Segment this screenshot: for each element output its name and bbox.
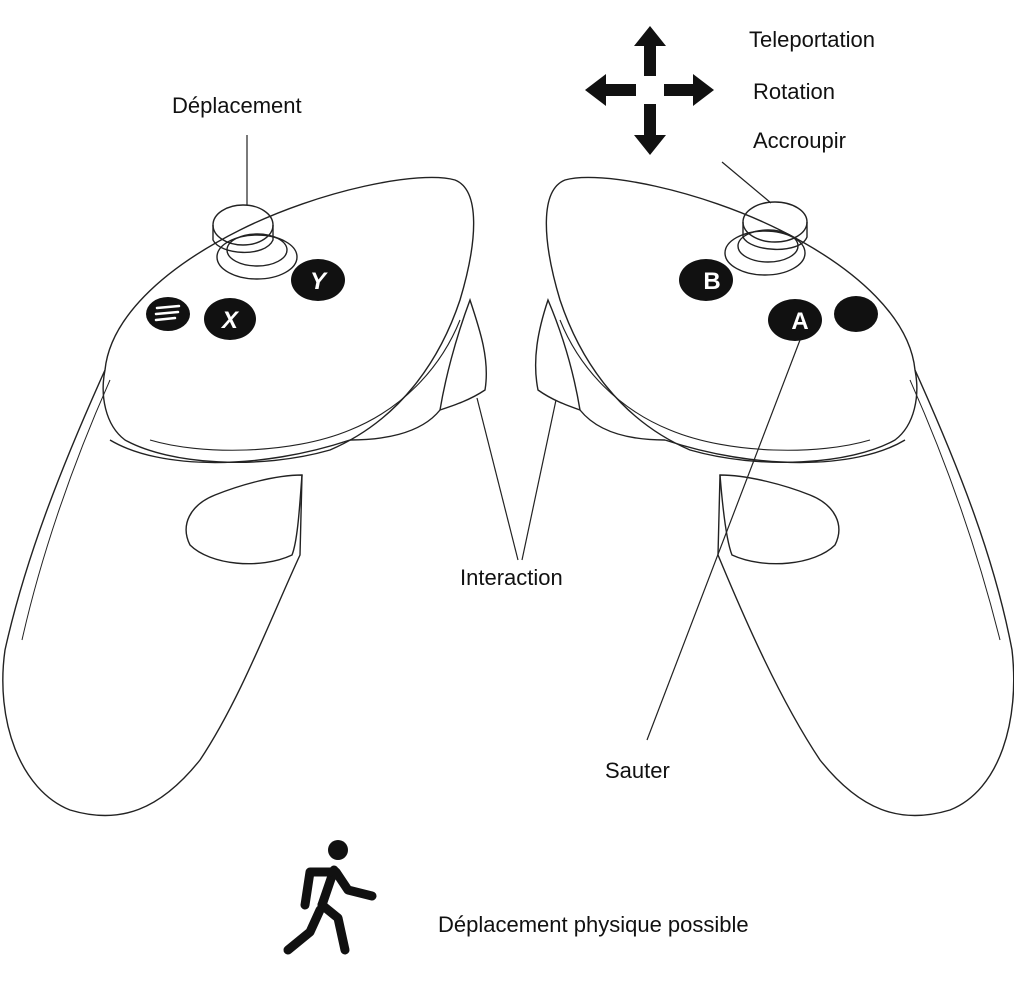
left-thumbstick [212, 204, 274, 246]
button-y-label: Y [310, 268, 328, 295]
button-a [768, 299, 822, 341]
button-b [679, 259, 733, 301]
walking-person-icon [283, 840, 377, 955]
menu-icon [154, 304, 181, 322]
teleportation-label: Teleportation [749, 27, 875, 52]
right-controller [534, 176, 1014, 817]
button-x-label: X [220, 307, 240, 334]
rotation-label: Rotation [753, 79, 835, 104]
right-thumbstick [742, 201, 808, 243]
button-y [291, 259, 345, 301]
left-trigger [439, 297, 488, 412]
left-grip-button [185, 474, 303, 565]
left-controller-handle [2, 369, 303, 817]
button-x [204, 298, 256, 340]
right-controller-handle [717, 369, 1014, 817]
left-controller-head [102, 176, 475, 464]
button-a-label: A [791, 308, 808, 335]
leader-lines [246, 135, 801, 741]
left-buttons: X Y [146, 259, 345, 340]
interaction-label: Interaction [460, 565, 563, 590]
thumbstick-label: Déplacement [172, 93, 302, 118]
right-grip-button [719, 474, 840, 565]
four-way-arrow-icon [585, 26, 714, 155]
right-buttons: B A [679, 259, 878, 341]
jump-label: Sauter [605, 758, 670, 783]
oculus-button [834, 296, 878, 332]
left-controller [2, 176, 488, 817]
right-trigger [534, 298, 581, 412]
crouch-label: Accroupir [753, 128, 846, 153]
button-b-label: B [703, 268, 720, 295]
physical-movement-label: Déplacement physique possible [438, 912, 749, 937]
